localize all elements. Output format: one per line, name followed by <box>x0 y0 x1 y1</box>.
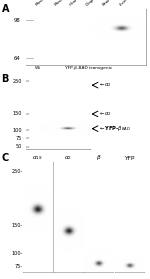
Text: YFP-β-BAD transgenic: YFP-β-BAD transgenic <box>66 66 113 70</box>
Text: 50: 50 <box>16 144 22 149</box>
Title: $\beta$: $\beta$ <box>96 153 102 162</box>
Text: $\leftarrow$YFP-$\beta_{BAD}$: $\leftarrow$YFP-$\beta_{BAD}$ <box>98 124 131 133</box>
Text: Wt: Wt <box>34 66 40 70</box>
Text: A: A <box>2 4 9 14</box>
Text: $\leftarrow\alpha_2$: $\leftarrow\alpha_2$ <box>98 110 112 118</box>
Text: 75: 75 <box>16 136 22 141</box>
Text: 64: 64 <box>14 56 21 61</box>
Text: 250: 250 <box>13 79 22 84</box>
Title: $\alpha_2$: $\alpha_2$ <box>64 154 72 162</box>
Text: 100: 100 <box>13 128 22 133</box>
Text: Liver: Liver <box>119 0 129 7</box>
Text: 150: 150 <box>13 111 22 116</box>
Text: 75-: 75- <box>15 264 22 269</box>
Text: Heart: Heart <box>69 0 80 7</box>
Title: $\alpha_{1S}$: $\alpha_{1S}$ <box>32 154 43 162</box>
Text: Muscle: Muscle <box>54 0 68 7</box>
Text: Diaphragm: Diaphragm <box>85 0 105 7</box>
Text: 98: 98 <box>14 18 21 23</box>
Text: C: C <box>2 153 9 163</box>
Title: YFP: YFP <box>124 156 135 161</box>
Text: 100-: 100- <box>11 251 22 256</box>
Text: Muscle: Muscle <box>35 0 48 7</box>
Text: Brain: Brain <box>102 0 113 7</box>
Text: 250-: 250- <box>11 169 22 174</box>
Text: 150-: 150- <box>11 223 22 229</box>
Text: B: B <box>2 74 9 84</box>
Text: $\leftarrow\alpha_2$: $\leftarrow\alpha_2$ <box>98 81 112 89</box>
